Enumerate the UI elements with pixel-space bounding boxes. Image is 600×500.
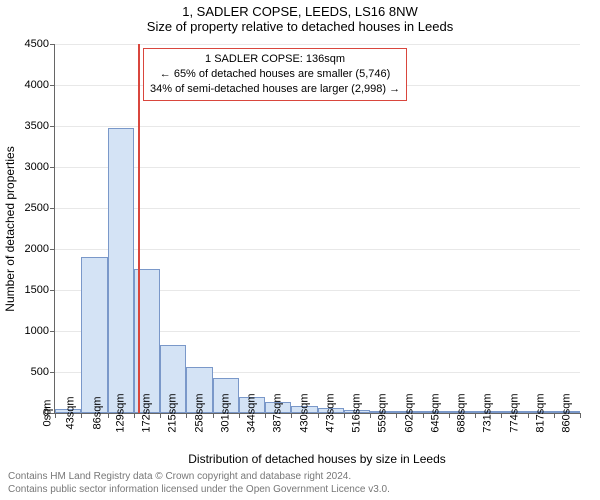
ytick-label: 4000 xyxy=(25,79,55,91)
xtick-mark xyxy=(55,413,56,418)
footer-line1: Contains HM Land Registry data © Crown c… xyxy=(8,471,390,484)
histogram-bar xyxy=(108,128,134,413)
xtick-label: 129sqm xyxy=(110,393,126,432)
xtick-label: 172sqm xyxy=(136,393,152,432)
annotation-line: 34% of semi-detached houses are larger (… xyxy=(150,82,400,97)
annotation-box: 1 SADLER COPSE: 136sqm← 65% of detached … xyxy=(143,48,407,101)
xtick-mark xyxy=(554,413,555,418)
xtick-label: 0sqm xyxy=(38,400,54,427)
xtick-mark xyxy=(108,413,109,418)
ytick-label: 500 xyxy=(31,366,55,378)
chart-area: Number of detached properties 0500100015… xyxy=(54,44,580,414)
xtick-label: 559sqm xyxy=(373,393,389,432)
ytick-label: 2000 xyxy=(25,243,55,255)
ytick-label: 4500 xyxy=(25,38,55,50)
gridline xyxy=(55,126,580,127)
xtick-mark xyxy=(501,413,502,418)
xtick-mark xyxy=(134,413,135,418)
xtick-mark xyxy=(580,413,581,418)
xtick-label: 774sqm xyxy=(504,393,520,432)
footer-attribution: Contains HM Land Registry data © Crown c… xyxy=(8,471,390,496)
xtick-mark xyxy=(186,413,187,418)
gridline xyxy=(55,167,580,168)
xtick-label: 817sqm xyxy=(530,393,546,432)
xtick-label: 215sqm xyxy=(163,393,179,432)
xtick-mark xyxy=(213,413,214,418)
xtick-label: 258sqm xyxy=(189,393,205,432)
xtick-mark xyxy=(291,413,292,418)
xtick-label: 301sqm xyxy=(215,393,231,432)
chart-container: 1, SADLER COPSE, LEEDS, LS16 8NW Size of… xyxy=(0,0,600,500)
xtick-label: 43sqm xyxy=(61,396,77,429)
xtick-mark xyxy=(344,413,345,418)
xtick-mark xyxy=(318,413,319,418)
xtick-label: 602sqm xyxy=(399,393,415,432)
xtick-label: 387sqm xyxy=(268,393,284,432)
xtick-mark xyxy=(81,413,82,418)
xtick-mark xyxy=(449,413,450,418)
annotation-line: 1 SADLER COPSE: 136sqm xyxy=(150,52,400,67)
plot-region: 0500100015002000250030003500400045001 SA… xyxy=(54,44,580,414)
xtick-label: 344sqm xyxy=(241,393,257,432)
footer-line2: Contains public sector information licen… xyxy=(8,484,390,497)
chart-title-line1: 1, SADLER COPSE, LEEDS, LS16 8NW xyxy=(0,0,600,19)
ytick-label: 3000 xyxy=(25,161,55,173)
xtick-mark xyxy=(239,413,240,418)
gridline xyxy=(55,249,580,250)
xtick-label: 645sqm xyxy=(425,393,441,432)
xtick-mark xyxy=(528,413,529,418)
gridline xyxy=(55,44,580,45)
ytick-label: 2500 xyxy=(25,202,55,214)
xtick-mark xyxy=(475,413,476,418)
xtick-label: 688sqm xyxy=(451,393,467,432)
xtick-mark xyxy=(396,413,397,418)
gridline xyxy=(55,208,580,209)
chart-title-line2: Size of property relative to detached ho… xyxy=(0,19,600,38)
xtick-label: 860sqm xyxy=(556,393,572,432)
xtick-label: 473sqm xyxy=(320,393,336,432)
ytick-label: 1000 xyxy=(25,325,55,337)
xtick-label: 516sqm xyxy=(346,393,362,432)
ytick-label: 1500 xyxy=(25,284,55,296)
histogram-bar xyxy=(81,257,107,413)
xtick-label: 731sqm xyxy=(478,393,494,432)
ytick-label: 3500 xyxy=(25,120,55,132)
xtick-mark xyxy=(423,413,424,418)
annotation-line: ← 65% of detached houses are smaller (5,… xyxy=(150,67,400,82)
reference-line xyxy=(138,44,140,413)
xtick-mark xyxy=(160,413,161,418)
xtick-label: 86sqm xyxy=(87,396,103,429)
xtick-mark xyxy=(370,413,371,418)
y-axis-label: Number of detached properties xyxy=(3,146,17,311)
xtick-mark xyxy=(265,413,266,418)
xtick-label: 430sqm xyxy=(294,393,310,432)
x-axis-label: Distribution of detached houses by size … xyxy=(188,452,446,466)
